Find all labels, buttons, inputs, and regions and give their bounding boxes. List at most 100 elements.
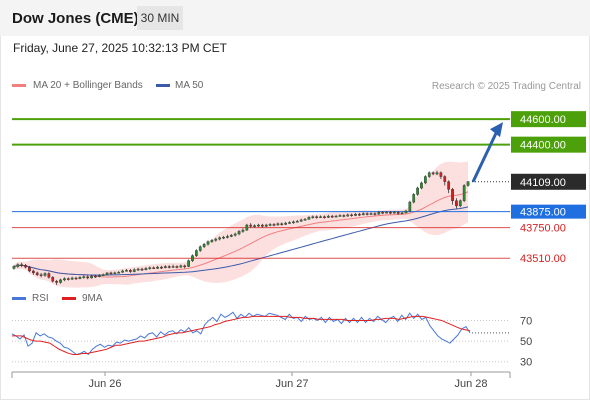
candle	[323, 216, 326, 218]
candle	[16, 264, 20, 267]
candle	[214, 238, 218, 241]
candle	[257, 224, 260, 227]
candle	[451, 189, 454, 201]
pivot-label: 43875.00	[520, 207, 566, 219]
candle	[160, 266, 163, 269]
candle	[245, 224, 249, 231]
candle	[105, 272, 109, 275]
candle	[276, 223, 280, 226]
candle	[210, 240, 214, 242]
candle	[63, 278, 66, 281]
x-tick-label: Jun 26	[88, 378, 121, 390]
ma50-legend-swatch	[156, 84, 170, 87]
candle	[183, 265, 187, 268]
candle	[358, 213, 361, 216]
candle	[431, 172, 435, 175]
candle	[412, 194, 416, 203]
candle	[338, 215, 342, 217]
candle	[194, 250, 198, 256]
candle	[233, 233, 237, 236]
candle	[101, 274, 105, 276]
candle	[377, 212, 381, 215]
candle	[361, 213, 365, 216]
candle	[311, 216, 315, 218]
candle	[330, 215, 334, 218]
rsi-ma-line	[12, 315, 471, 355]
candle	[175, 266, 179, 268]
ma50-line	[13, 206, 469, 276]
candle	[28, 266, 31, 272]
target-label-box	[511, 111, 586, 128]
candle	[43, 273, 47, 276]
candle	[39, 274, 43, 276]
candle	[121, 270, 124, 273]
candle	[307, 217, 311, 220]
support-label: 43750.00	[520, 223, 566, 235]
candle	[229, 235, 233, 237]
candle	[113, 272, 117, 275]
target-label: 44600.00	[520, 114, 566, 126]
candle	[365, 213, 369, 215]
candle	[458, 200, 462, 207]
rsi-legend-swatch	[12, 297, 26, 300]
candle	[303, 219, 307, 221]
candle	[416, 187, 419, 195]
candle	[74, 277, 78, 280]
candle	[140, 268, 144, 271]
candle	[354, 213, 357, 216]
candle	[132, 269, 136, 272]
candle	[152, 267, 156, 269]
candle	[396, 212, 400, 214]
candle	[31, 270, 35, 274]
candle	[129, 270, 132, 272]
last-price-label: 44109.00	[520, 177, 566, 189]
candle	[284, 222, 288, 225]
candle	[51, 277, 55, 282]
candle	[70, 277, 74, 280]
candle	[206, 241, 210, 245]
candle	[59, 279, 62, 283]
candle	[144, 268, 148, 270]
candle	[447, 181, 451, 190]
candle	[237, 231, 241, 235]
candle	[187, 260, 190, 267]
candle	[156, 266, 159, 269]
candle	[55, 280, 59, 283]
candle	[47, 273, 51, 278]
rsi-tick-label: 30	[520, 357, 532, 369]
candle	[319, 216, 322, 218]
candle	[299, 219, 303, 222]
chart-datetime: Friday, June 27, 2025 10:32:13 PM CET	[13, 41, 227, 55]
candle	[292, 221, 295, 224]
candle	[82, 276, 86, 278]
candle	[86, 276, 90, 279]
candle	[288, 222, 291, 224]
candle	[202, 243, 206, 247]
forecast-arrow-shaft	[471, 130, 499, 183]
x-tick-label: Jun 28	[454, 378, 487, 390]
candle	[78, 277, 82, 279]
ma9-legend-label: 9MA	[82, 293, 103, 304]
candle	[218, 237, 222, 240]
target-label: 44400.00	[520, 140, 566, 152]
x-tick-label: Jun 27	[275, 378, 308, 390]
timeframe-button[interactable]: 30 MIN	[137, 6, 183, 30]
candle	[66, 278, 70, 280]
candle	[136, 268, 140, 271]
candle	[315, 216, 319, 218]
rsi-tick-label: 50	[520, 336, 532, 348]
ma20-legend-swatch	[12, 84, 26, 87]
candle	[346, 214, 350, 217]
candle	[462, 185, 466, 201]
candle	[326, 215, 330, 218]
ma20-legend-label: MA 20 + Bollinger Bands	[33, 80, 143, 91]
target-label-box	[511, 136, 586, 153]
candle	[12, 266, 16, 269]
pivot-label-box	[511, 204, 586, 219]
rsi-legend-label: RSI	[32, 293, 49, 304]
candle	[125, 270, 128, 272]
forecast-arrow-head	[490, 122, 503, 138]
rsi-line	[11, 311, 471, 356]
candle	[439, 172, 443, 177]
